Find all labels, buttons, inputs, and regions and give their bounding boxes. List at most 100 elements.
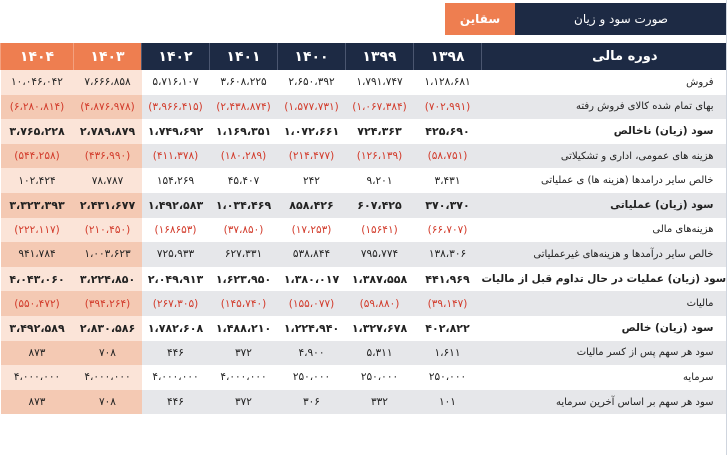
row-label: هزینه‌های مالی <box>481 217 727 243</box>
year-header: ۱۳۹۸ <box>413 43 482 70</box>
value-cell: ۱،۲۲۴،۹۴۰ <box>277 315 346 341</box>
value-cell: ۶۲۷،۳۳۱ <box>209 242 278 267</box>
value-cell: (۴،۸۷۶،۹۷۸) <box>73 94 142 120</box>
value-cell: ۴۰۲،۸۲۲ <box>413 315 482 341</box>
table-row: ۸۷۳ ۷۰۸ ۴۴۶ ۳۷۲ ۳۰۶ ۳۳۲ ۱۰۱ سود هر سهم بر اساس … <box>0 389 727 415</box>
value-cell: ۵،۷۱۶،۱۰۷ <box>141 70 210 95</box>
row-label: سرمایه <box>481 365 727 390</box>
value-cell: ۱،۰۳۴،۴۶۹ <box>209 192 278 218</box>
value-cell: (۵۸،۷۵۱) <box>413 143 482 169</box>
company-tab[interactable]: سقاین <box>445 3 515 35</box>
value-cell: (۷۰۲،۹۹۱) <box>413 94 482 120</box>
value-cell: ۶۰۷،۴۲۵ <box>345 192 414 218</box>
value-cell: ۷،۶۶۶،۸۵۸ <box>73 70 142 95</box>
value-cell: ۴،۰۰۰،۰۰۰ <box>0 365 74 390</box>
table-body: ۱۰،۰۴۶،۰۴۲ ۷،۶۶۶،۸۵۸ ۵،۷۱۶،۱۰۷ ۳،۶۰۸،۲۲۵ ۲،۶… <box>0 70 727 415</box>
value-cell: (۱۸۰،۲۸۹) <box>209 143 278 169</box>
row-label: سود هر سهم پس از کسر مالیات <box>481 340 727 366</box>
value-cell: ۲،۷۸۹،۸۷۹ <box>73 119 142 144</box>
value-cell: ۸۷۳ <box>0 389 74 415</box>
row-label: سود (زیان) عملیات در حال تداوم قبل از ما… <box>481 266 727 292</box>
table-row: ۸۷۳ ۷۰۸ ۴۴۶ ۳۷۲ ۴،۹۰۰ ۵،۳۱۱ ۱،۶۱۱ سود هر سهم پس… <box>0 340 727 366</box>
row-label: بهای تمام شده کالای فروش رفته <box>481 94 727 120</box>
row-label: سود (زیان) عملیاتی <box>481 192 727 218</box>
value-cell: (۲۶۷،۳۰۵) <box>141 291 210 316</box>
value-cell: ۴،۰۴۳،۰۶۰ <box>0 266 74 292</box>
value-cell: ۱،۷۸۲،۶۰۸ <box>141 315 210 341</box>
value-cell: ۱،۳۸۰،۰۱۷ <box>277 266 346 292</box>
value-cell: ۴۴۱،۹۶۹ <box>413 266 482 292</box>
value-cell: ۱،۱۲۸،۶۸۱ <box>413 70 482 95</box>
table-row: (۶،۲۸۰،۸۱۴) (۴،۸۷۶،۹۷۸) (۳،۹۶۶،۴۱۵) (۲،۴۳۸،… <box>0 94 727 120</box>
row-label: سود (زیان) ناخالص <box>481 119 727 144</box>
table-row: ۴،۰۴۳،۰۶۰ ۳،۲۲۴،۸۵۰ ۲،۰۴۹،۹۱۳ ۱،۶۲۳،۹۵۰ ۱،۳۸… <box>0 266 727 292</box>
year-header: ۱۴۰۴ <box>0 43 74 70</box>
value-cell: ۱،۰۰۳،۶۲۳ <box>73 242 142 267</box>
value-cell: ۱،۶۲۳،۹۵۰ <box>209 266 278 292</box>
table-row: ۳،۳۲۳،۳۹۳ ۲،۴۳۱،۶۷۷ ۱،۴۹۲،۵۸۳ ۱،۰۳۴،۴۶۹ ۸۵۸،… <box>0 192 727 218</box>
value-cell: ۱،۷۹۱،۷۴۷ <box>345 70 414 95</box>
value-cell: ۱۰۲،۴۲۴ <box>0 168 74 193</box>
value-cell: ۴۴۶ <box>141 389 210 415</box>
value-cell: (۱۶۸۶۵۳) <box>141 217 210 243</box>
value-cell: ۱،۶۱۱ <box>413 340 482 366</box>
value-cell: ۷۰۸ <box>73 340 142 366</box>
value-cell: ۴۵،۴۰۷ <box>209 168 278 193</box>
value-cell: ۱،۱۶۹،۳۵۱ <box>209 119 278 144</box>
value-cell: ۳،۷۶۵،۲۲۸ <box>0 119 74 144</box>
value-cell: (۳۹۴،۲۶۴) <box>73 291 142 316</box>
value-cell: (۶،۲۸۰،۸۱۴) <box>0 94 74 120</box>
year-header: ۱۴۰۰ <box>277 43 346 70</box>
value-cell: ۱،۷۴۹،۶۹۲ <box>141 119 210 144</box>
value-cell: ۳،۲۲۴،۸۵۰ <box>73 266 142 292</box>
table-row: ۳،۷۶۵،۲۲۸ ۲،۷۸۹،۸۷۹ ۱،۷۴۹،۶۹۲ ۱،۱۶۹،۳۵۱ ۱،۰۷… <box>0 119 727 144</box>
value-cell: (۲۲۲،۱۱۷) <box>0 217 74 243</box>
value-cell: ۱۰،۰۴۶،۰۴۲ <box>0 70 74 95</box>
value-cell: ۹۴۱،۷۸۴ <box>0 242 74 267</box>
value-cell: (۱۷،۲۵۳) <box>277 217 346 243</box>
income-statement-table: ۱۴۰۴ ۱۴۰۳ ۱۴۰۲ ۱۴۰۱ ۱۴۰۰ ۱۳۹۹ ۱۳۹۸ دوره مالی ۱۰… <box>0 43 727 415</box>
value-cell: ۷۸،۷۸۷ <box>73 168 142 193</box>
value-cell: (۳۷،۸۵۰) <box>209 217 278 243</box>
value-cell: ۴،۹۰۰ <box>277 340 346 366</box>
value-cell: ۳،۶۰۸،۲۲۵ <box>209 70 278 95</box>
value-cell: ۱،۳۸۷،۵۵۸ <box>345 266 414 292</box>
value-cell: (۲،۴۳۸،۸۷۴) <box>209 94 278 120</box>
value-cell: ۳۷۲ <box>209 340 278 366</box>
period-label-header: دوره مالی <box>481 43 727 70</box>
value-cell: ۴،۰۰۰،۰۰۰ <box>73 365 142 390</box>
value-cell: ۲۴۲ <box>277 168 346 193</box>
value-cell: ۱،۳۲۷،۶۷۸ <box>345 315 414 341</box>
value-cell: (۱،۰۶۷،۳۸۴) <box>345 94 414 120</box>
table-row: ۱۰۲،۴۲۴ ۷۸،۷۸۷ ۱۵۴،۲۶۹ ۴۵،۴۰۷ ۲۴۲ ۹،۲۰۱ ۳،۴۳۱ خ… <box>0 168 727 193</box>
table-row: (۲۲۲،۱۱۷) (۲۱۰،۴۵۰) (۱۶۸۶۵۳) (۳۷،۸۵۰) (۱۷،۲۵… <box>0 217 727 243</box>
value-cell: ۸۵۸،۴۲۶ <box>277 192 346 218</box>
table-row: ۹۴۱،۷۸۴ ۱،۰۰۳،۶۲۳ ۷۲۵،۹۳۳ ۶۲۷،۳۳۱ ۵۳۸،۸۴۴ ۷۹۵… <box>0 242 727 267</box>
value-cell: ۱۰۱ <box>413 389 482 415</box>
value-cell: ۳،۳۲۳،۳۹۳ <box>0 192 74 218</box>
value-cell: ۴،۰۰۰،۰۰۰ <box>209 365 278 390</box>
value-cell: (۴۳۶،۹۹۰) <box>73 143 142 169</box>
value-cell: ۴،۰۰۰،۰۰۰ <box>141 365 210 390</box>
value-cell: ۳،۴۳۱ <box>413 168 482 193</box>
value-cell: ۳۷۰،۳۷۰ <box>413 192 482 218</box>
table-row: ۴،۰۰۰،۰۰۰ ۴،۰۰۰،۰۰۰ ۴،۰۰۰،۰۰۰ ۴،۰۰۰،۰۰۰ ۲۵۰،… <box>0 365 727 390</box>
value-cell: ۷۲۴،۳۶۳ <box>345 119 414 144</box>
value-cell: (۴۱۱،۳۷۸) <box>141 143 210 169</box>
value-cell: ۷۲۵،۹۳۳ <box>141 242 210 267</box>
value-cell: ۲۵۰،۰۰۰ <box>413 365 482 390</box>
value-cell: ۵،۳۱۱ <box>345 340 414 366</box>
statement-tabs: سقاین صورت سود و زیان <box>445 3 727 35</box>
table-row: (۵۴۴،۲۵۸) (۴۳۶،۹۹۰) (۴۱۱،۳۷۸) (۱۸۰،۲۸۹) (۲۱۴… <box>0 143 727 169</box>
value-cell: (۳۹،۱۴۷) <box>413 291 482 316</box>
value-cell: ۴۴۶ <box>141 340 210 366</box>
value-cell: ۸۷۳ <box>0 340 74 366</box>
statement-title-tab[interactable]: صورت سود و زیان <box>515 3 727 35</box>
value-cell: (۲۱۰،۴۵۰) <box>73 217 142 243</box>
value-cell: ۱،۴۹۲،۵۸۳ <box>141 192 210 218</box>
value-cell: ۴۲۵،۶۹۰ <box>413 119 482 144</box>
value-cell: (۱۴۵،۷۴۰) <box>209 291 278 316</box>
year-header: ۱۴۰۲ <box>141 43 210 70</box>
value-cell: (۱۵۶۴۱) <box>345 217 414 243</box>
value-cell: ۲،۶۵۰،۳۹۲ <box>277 70 346 95</box>
